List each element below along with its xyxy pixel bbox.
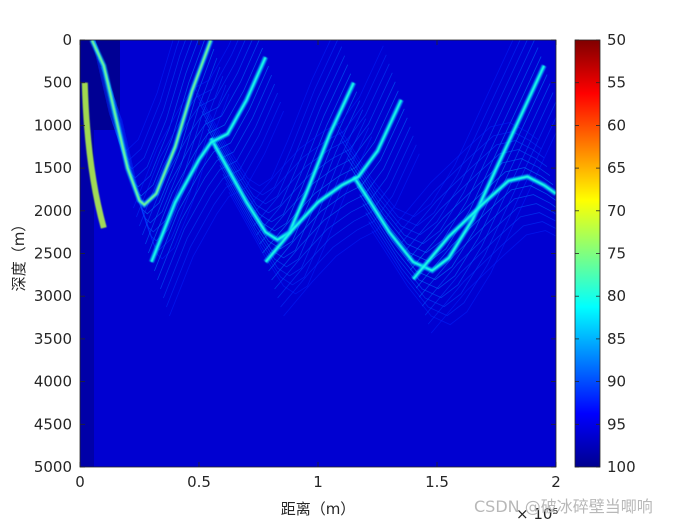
y-tick-label: 5000: [34, 458, 72, 476]
interference-band-4: [256, 72, 393, 236]
y-tick-label: 4500: [34, 415, 72, 433]
interference-band-5: [397, 131, 542, 235]
interference-band-3: [148, 47, 263, 254]
source-band: [81, 82, 107, 229]
interference-band-5: [409, 167, 554, 271]
x-tick-label: 1: [313, 473, 323, 491]
y-axis: 0 500 1000 1500 2000 2500 3000 3500 4000 4500 5000: [34, 31, 556, 476]
interference-band-4: [271, 117, 408, 281]
interference-band-4: [283, 153, 420, 317]
interference-band-1: [225, 127, 370, 286]
interference-band-5: [406, 158, 551, 262]
x-tick-label: 0: [75, 473, 85, 491]
interference-band-1: [228, 136, 373, 295]
colorbar-tick-label: 50: [607, 31, 626, 49]
interference-band-3: [169, 110, 284, 317]
x-axis: 0 0.5 1 1.5 2: [75, 40, 561, 491]
interference-band-1: [195, 40, 339, 196]
colorbar-tick-label: 65: [607, 159, 626, 177]
interference-band-1: [216, 100, 361, 259]
interference-band-4: [277, 135, 414, 299]
interference-band-2: [344, 40, 535, 245]
colorbar-tick-label: 70: [607, 202, 626, 220]
y-tick-label: 4000: [34, 373, 72, 391]
y-tick-label: 1500: [34, 159, 72, 177]
interference-band-3: [139, 40, 246, 227]
interference-band-4: [253, 63, 390, 227]
caustic-line-2: [352, 65, 546, 272]
colorbar-tick-label: 60: [607, 116, 626, 134]
interference-band-3: [145, 40, 260, 245]
heatmap-background: [80, 40, 556, 467]
interference-band-1: [201, 55, 346, 214]
interference-band-1: [219, 109, 364, 268]
x-tick-label: 0.5: [187, 473, 211, 491]
y-tick-label: 2000: [34, 202, 72, 220]
interference-band-3: [163, 92, 278, 299]
plot-area: [79, 39, 557, 468]
colorbar-tick-label: 55: [607, 74, 626, 92]
interference-band-1: [204, 64, 349, 223]
colorbar-tick-label: 85: [607, 330, 626, 348]
interference-band-4: [280, 144, 417, 308]
interference-band-4: [274, 126, 411, 290]
interference-band-3: [157, 74, 272, 281]
x-tick-label: 1.5: [425, 473, 449, 491]
interference-band-4: [247, 45, 384, 209]
interference-band-3: [136, 40, 239, 218]
watermark: CSDN @破冰碎壁当唧响: [474, 497, 653, 516]
interference-band-3: [160, 83, 275, 290]
interference-band-4: [259, 81, 396, 245]
interference-band-5: [400, 140, 545, 244]
interference-band-5: [421, 203, 556, 307]
x-exponent-label: × 10⁵: [516, 505, 558, 523]
y-tick-label: 500: [43, 74, 72, 92]
caustic-line-0: [90, 40, 212, 207]
y-axis-label: 深度（m）: [10, 217, 28, 292]
interference-band-5: [427, 221, 556, 325]
shadow-zone: [80, 130, 94, 467]
interference-band-5: [418, 194, 556, 298]
colorbar-tick-label: 75: [607, 245, 626, 263]
interference-band-5: [424, 212, 556, 316]
colorbar-tick-label: 100: [607, 458, 636, 476]
colorbar-tick-label: 80: [607, 287, 626, 305]
interference-band-1: [192, 40, 331, 187]
interference-band-3: [154, 65, 269, 272]
interference-band-3: [166, 101, 281, 308]
interference-band-4: [268, 108, 405, 272]
y-tick-label: 1000: [34, 116, 72, 134]
interference-band-5: [403, 149, 548, 253]
y-tick-label: 0: [62, 31, 72, 49]
x-axis-label: 距离（m）: [281, 500, 356, 518]
colorbar-tick-label: 90: [607, 373, 626, 391]
interference-band-2: [338, 40, 521, 227]
caustic-line-4: [264, 99, 403, 263]
caustic-line-5: [412, 175, 556, 280]
colorbar: 50 55 60 65 70 75 80 85 90 95 100: [574, 31, 636, 476]
y-tick-label: 3500: [34, 330, 72, 348]
interference-band-1: [198, 46, 343, 205]
colorbar-tick-label: 95: [607, 415, 626, 433]
colorbar-ticks: 50 55 60 65 70 75 80 85 90 95 100: [575, 31, 636, 476]
caustic-line-1: [210, 82, 355, 241]
y-tick-label: 2500: [34, 245, 72, 263]
x-tick-label: 2: [551, 473, 561, 491]
interference-band-5: [430, 230, 556, 334]
caustic-line-3: [150, 56, 267, 263]
y-tick-label: 3000: [34, 287, 72, 305]
interference-band-4: [262, 90, 399, 254]
interference-band-2: [341, 40, 528, 236]
heatmap-texture: [80, 40, 556, 467]
interference-band-5: [394, 122, 539, 226]
heatmap-caustics: [81, 40, 556, 281]
interference-band-5: [415, 185, 556, 289]
interference-band-2: [335, 40, 514, 218]
